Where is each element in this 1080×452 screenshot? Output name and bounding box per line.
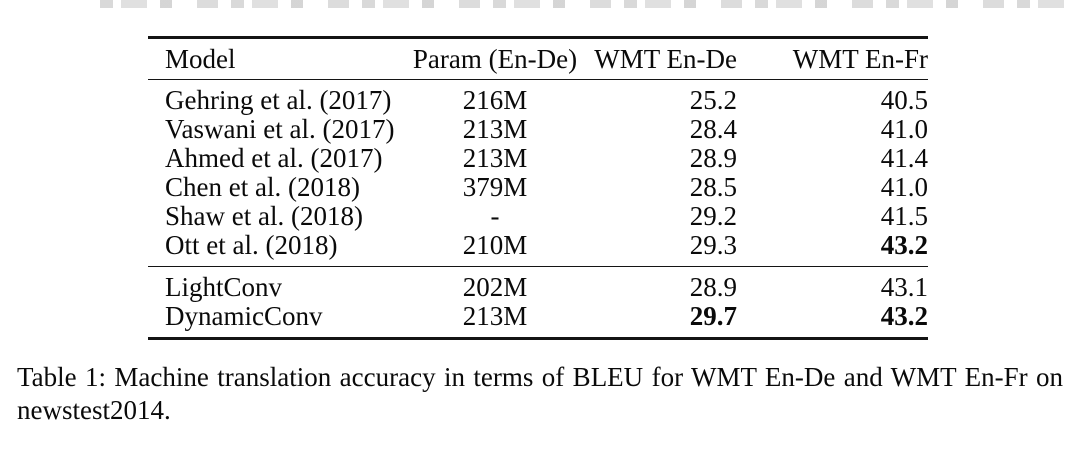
table-row: Shaw et al. (2018) - 29.2 41.5	[148, 202, 928, 231]
table-row: Chen et al. (2018) 379M 28.5 41.0	[148, 173, 928, 202]
cell-wmt-en-de: 29.3	[689, 230, 737, 260]
cell-model: Ahmed et al. (2017)	[165, 143, 383, 173]
cell-model: DynamicConv	[165, 301, 323, 331]
cell-wmt-en-de: 29.7	[689, 301, 737, 331]
cell-wmt-en-fr: 41.0	[880, 114, 928, 144]
table-row: LightConv 202M 28.9 43.1	[148, 267, 928, 303]
table-row: Ahmed et al. (2017) 213M 28.9 41.4	[148, 144, 928, 173]
table-row: Gehring et al. (2017) 216M 25.2 40.5	[148, 80, 928, 116]
table-caption: Table 1: Machine translation accuracy in…	[17, 361, 1063, 427]
cell-wmt-en-fr: 43.2	[880, 301, 928, 331]
cell-model: Gehring et al. (2017)	[165, 85, 392, 115]
cell-param: 202M	[462, 272, 528, 302]
cell-wmt-en-de: 25.2	[689, 85, 737, 115]
cell-param: 213M	[462, 301, 528, 331]
cell-model: Vaswani et al. (2017)	[165, 114, 395, 144]
cell-wmt-en-fr: 43.1	[880, 272, 928, 302]
cell-wmt-en-fr: 41.0	[880, 172, 928, 202]
cell-model: Chen et al. (2018)	[165, 172, 360, 202]
cropped-text-artifact	[100, 0, 1075, 8]
cell-wmt-en-fr: 41.5	[880, 201, 928, 231]
cell-param: 216M	[462, 85, 528, 115]
cell-wmt-en-fr: 43.2	[880, 230, 928, 260]
cell-wmt-en-de: 28.5	[689, 172, 737, 202]
cell-wmt-en-de: 28.9	[689, 143, 737, 173]
cell-model: Ott et al. (2018)	[165, 230, 338, 260]
cell-model: Shaw et al. (2018)	[165, 201, 363, 231]
cell-param: 213M	[462, 114, 528, 144]
cell-wmt-en-de: 28.9	[689, 272, 737, 302]
results-table: Model Param (En-De) WMT En-De WMT En-Fr …	[148, 36, 928, 340]
header-row: Model Param (En-De) WMT En-De WMT En-Fr	[148, 37, 928, 80]
cell-param: 213M	[462, 143, 528, 173]
table-row: Ott et al. (2018) 210M 29.3 43.2	[148, 231, 928, 267]
col-header-wmt-en-fr: WMT En-Fr	[737, 37, 928, 80]
col-header-wmt-en-de: WMT En-De	[580, 37, 737, 80]
col-header-model: Model	[148, 37, 410, 80]
prior-work-section: Gehring et al. (2017) 216M 25.2 40.5 Vas…	[148, 80, 928, 267]
cell-wmt-en-fr: 40.5	[880, 85, 928, 115]
cell-param: 210M	[462, 230, 528, 260]
cell-model: LightConv	[165, 272, 283, 302]
table-row: Vaswani et al. (2017) 213M 28.4 41.0	[148, 115, 928, 144]
table-row: DynamicConv 213M 29.7 43.2	[148, 302, 928, 339]
cell-param: -	[490, 201, 500, 231]
this-work-section: LightConv 202M 28.9 43.1 DynamicConv 213…	[148, 267, 928, 339]
cell-wmt-en-de: 28.4	[689, 114, 737, 144]
cell-wmt-en-fr: 41.4	[880, 143, 928, 173]
col-header-param-en-de: Param (En-De)	[410, 37, 580, 80]
caption-line-2: newstest2014.	[17, 395, 171, 425]
cell-wmt-en-de: 29.2	[689, 201, 737, 231]
caption-line-1: Table 1: Machine translation accuracy in…	[17, 362, 1063, 392]
cell-param: 379M	[462, 172, 528, 202]
